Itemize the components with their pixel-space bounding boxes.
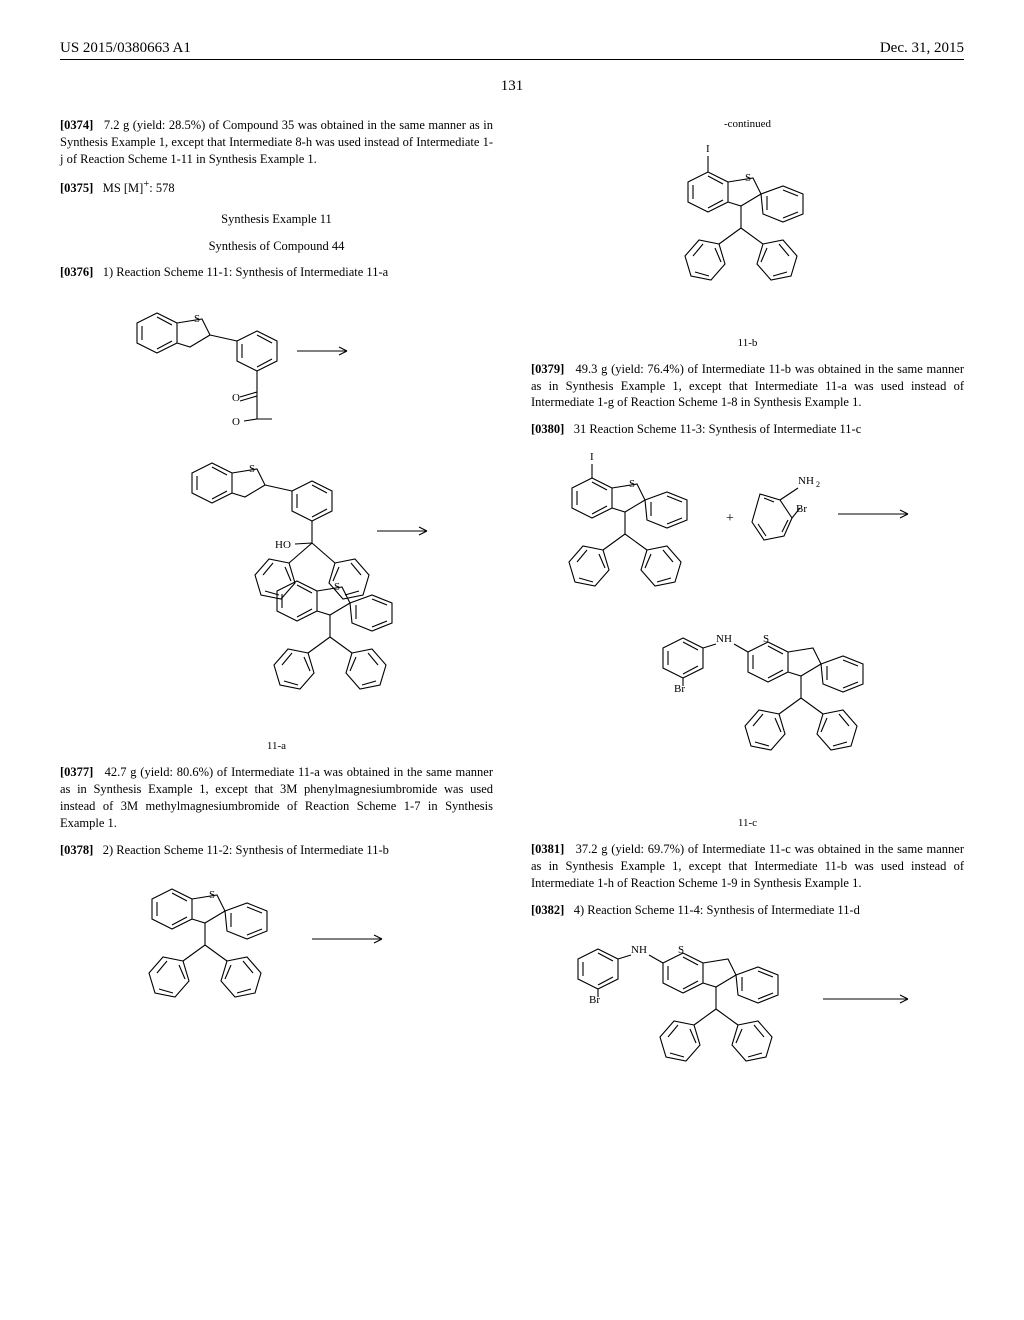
publication-number: US 2015/0380663 A1 [60,40,191,57]
paragraph-0380: [0380] 31 Reaction Scheme 11-3: Synthesi… [531,421,964,438]
svg-text:S: S [629,478,635,490]
svg-text:I: I [706,143,710,155]
svg-text:O: O [232,392,240,404]
svg-text:Br: Br [589,994,600,1006]
svg-text:S: S [194,313,200,325]
svg-text:Br: Br [796,503,807,515]
para-num: [0379] [531,362,564,376]
reaction-scheme-11-4-start: Br NH S [531,929,964,1089]
svg-text:I: I [590,451,594,463]
page-number: 131 [60,78,964,95]
figure-label-11b: 11-b [531,336,964,351]
svg-text:S: S [249,463,255,475]
para-num: [0378] [60,843,93,857]
para-text: 7.2 g (yield: 28.5%) of Compound 35 was … [60,118,493,166]
two-column-layout: [0374] 7.2 g (yield: 28.5%) of Compound … [60,117,964,1099]
publication-date: Dec. 31, 2015 [880,40,964,57]
para-num: [0374] [60,118,93,132]
para-text: 4) Reaction Scheme 11-4: Synthesis of In… [574,903,860,917]
para-num: [0381] [531,842,564,856]
svg-text:+: + [726,511,734,526]
paragraph-0382: [0382] 4) Reaction Scheme 11-4: Synthesi… [531,902,964,919]
chem-structure-svg: Br NH S [558,929,938,1089]
para-text: 49.3 g (yield: 76.4%) of Intermediate 11… [531,362,964,410]
chem-structure-svg: S O O [112,291,442,731]
header: US 2015/0380663 A1 Dec. 31, 2015 [60,40,964,60]
chem-structure-svg: S [127,869,427,1009]
ms-value: : 578 [149,181,174,195]
svg-text:Br: Br [674,683,685,695]
svg-text:S: S [209,889,215,901]
para-text: 37.2 g (yield: 69.7%) of Intermediate 11… [531,842,964,890]
paragraph-0377: [0377] 42.7 g (yield: 80.6%) of Intermed… [60,764,493,832]
svg-text:NH: NH [798,475,814,487]
svg-text:HO: HO [275,539,291,551]
para-num: [0380] [531,422,564,436]
svg-text:NH: NH [716,633,732,645]
paragraph-0375: [0375] MS [M]+: 578 [60,178,493,197]
svg-text:2: 2 [816,480,820,489]
paragraph-0381: [0381] 37.2 g (yield: 69.7%) of Intermed… [531,841,964,892]
ms-label: MS [M] [103,181,144,195]
para-text: 31 Reaction Scheme 11-3: Synthesis of In… [574,422,862,436]
paragraph-0374: [0374] 7.2 g (yield: 28.5%) of Compound … [60,117,493,168]
paragraph-0376: [0376] 1) Reaction Scheme 11-1: Synthesi… [60,264,493,281]
right-column: -continued I S [531,117,964,1099]
para-text: 42.7 g (yield: 80.6%) of Intermediate 11… [60,765,493,830]
svg-text:S: S [678,944,684,956]
reaction-scheme-11-2-start: S [60,869,493,1009]
para-num: [0382] [531,903,564,917]
synthesis-example-title: Synthesis Example 11 [60,211,493,228]
chem-structure-svg: I S [628,138,868,328]
para-num: [0377] [60,765,93,779]
svg-text:O: O [232,416,240,428]
reaction-scheme-11-3: I S [531,448,964,808]
paragraph-0378: [0378] 2) Reaction Scheme 11-2: Synthesi… [60,842,493,859]
svg-text:NH: NH [631,944,647,956]
para-text: 2) Reaction Scheme 11-2: Synthesis of In… [103,843,389,857]
page: US 2015/0380663 A1 Dec. 31, 2015 131 [03… [0,0,1024,1320]
continued-label: -continued [531,117,964,132]
para-num: [0375] [60,181,93,195]
synthesis-example-subtitle: Synthesis of Compound 44 [60,238,493,255]
chem-structure-svg: I S [548,448,948,808]
figure-label-11c: 11-c [531,816,964,831]
left-column: [0374] 7.2 g (yield: 28.5%) of Compound … [60,117,493,1099]
para-num: [0376] [60,265,93,279]
svg-text:S: S [334,581,340,593]
para-text: 1) Reaction Scheme 11-1: Synthesis of In… [103,265,388,279]
figure-label-11a: 11-a [60,739,493,754]
structure-11b: I S [531,138,964,328]
paragraph-0379: [0379] 49.3 g (yield: 76.4%) of Intermed… [531,361,964,412]
svg-text:S: S [763,633,769,645]
reaction-scheme-11-1: S O O [60,291,493,731]
svg-text:S: S [745,172,751,184]
